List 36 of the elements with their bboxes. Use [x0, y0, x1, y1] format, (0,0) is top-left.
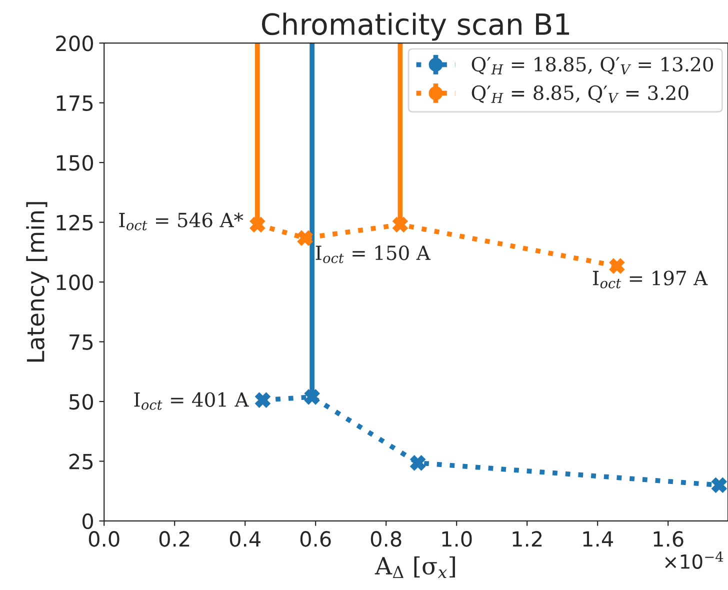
point: [255, 392, 270, 408]
y-tick-label: 150: [56, 155, 93, 171]
y-tick-label: 175: [56, 96, 93, 112]
x-tick-label: 0.2: [159, 531, 190, 547]
point: [304, 389, 320, 405]
y-tick-label: 75: [70, 334, 93, 350]
x-tick-label: 1.0: [442, 531, 472, 547]
x-tick-label: 0.0: [88, 531, 120, 547]
y-tick-label: 0: [82, 513, 93, 530]
point: [297, 230, 313, 246]
legend-label: Q′$_{H}$ = 8.85, Q′$_{V}$ = 3.20: [472, 85, 688, 103]
legend-label: Q′$_{H}$ = 18.85, Q′$_{V}$ = 13.20: [472, 56, 714, 74]
point: [392, 217, 408, 232]
x-tick-label: 0.6: [300, 531, 331, 547]
x-tick-label: 0.8: [370, 531, 402, 547]
x-tick-label: 1.4: [583, 531, 613, 547]
y-tick-label: 25: [69, 454, 93, 470]
annotation: I$_{oct}$ = 150 A: [316, 246, 431, 264]
point: [250, 217, 266, 232]
point: [609, 258, 625, 274]
y-tick-label: 50: [69, 394, 93, 410]
y-tick-label: 200: [56, 36, 93, 52]
y-tick-label: 100: [56, 274, 93, 290]
chart-title: Chromaticity scan B1: [262, 12, 570, 41]
annotation: I$_{oct}$ = 197 A: [593, 270, 708, 288]
x-tick-label: 1.6: [654, 531, 684, 547]
annotation: I$_{oct}$ = 546 A*: [119, 212, 244, 230]
y-axis-title: Latency [min]: [26, 202, 50, 362]
text: ×10$^{−4}$: [665, 552, 724, 569]
x-axis-title: A$_{Δ}$ [σ$_{x}$]: [374, 556, 455, 578]
y-tick-label: 125: [56, 214, 93, 230]
x-tick-label: 1.2: [512, 531, 542, 547]
point: [712, 477, 727, 493]
x-tick-label: 0.4: [230, 531, 260, 547]
point: [410, 455, 426, 471]
annotation: I$_{oct}$ = 401 A: [134, 392, 249, 410]
